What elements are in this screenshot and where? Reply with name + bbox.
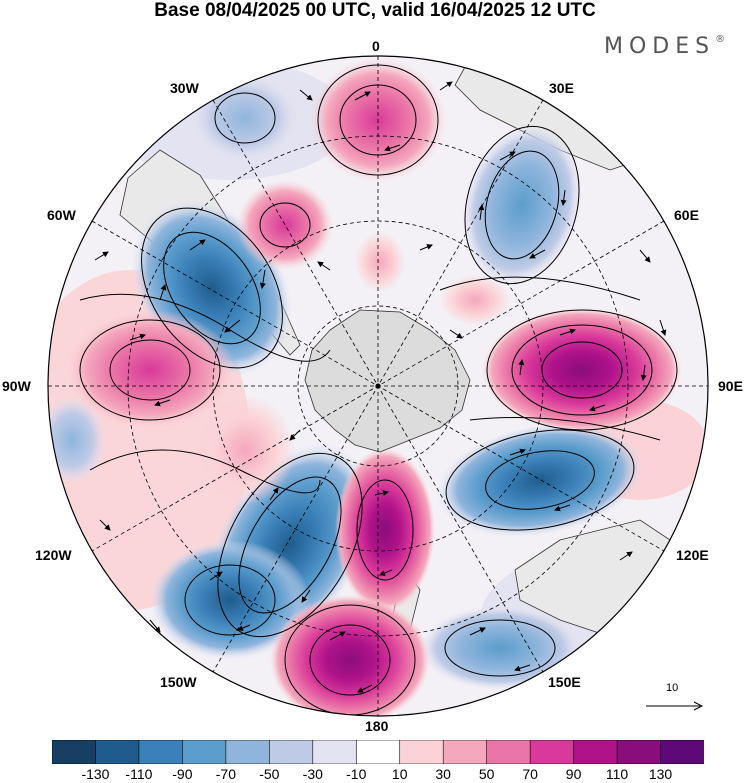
colorbar-tick-label: 50 — [478, 766, 495, 782]
colorbar-bin — [486, 740, 531, 764]
lon-label-150w: 150W — [160, 674, 197, 690]
colorbar-bin — [573, 740, 618, 764]
positive-anomaly — [65, 310, 235, 430]
lon-label-90e: 90E — [718, 378, 743, 394]
lon-label-150e: 150E — [548, 674, 581, 690]
colorbar-bin — [52, 740, 97, 764]
positive-anomaly — [335, 448, 435, 612]
lon-label-60e: 60E — [674, 207, 699, 223]
positive-anomaly — [355, 232, 405, 292]
south-pole-marker — [375, 383, 381, 389]
colorbar-bin — [529, 740, 575, 764]
colorbar-tick-label: 110 — [605, 766, 629, 782]
colorbar-bin — [225, 740, 271, 764]
polar-map — [47, 55, 709, 717]
antarctica-land — [304, 309, 471, 453]
colorbar-tick-label: 30 — [435, 766, 451, 782]
negative-anomaly — [150, 540, 310, 660]
colorbar-tick-label: -10 — [346, 766, 367, 782]
lon-label-90w: 90W — [2, 378, 31, 394]
colorbar-bin — [312, 740, 358, 764]
colorbar-tick-label: -110 — [125, 766, 153, 782]
lon-label-0: 0 — [372, 38, 380, 54]
lon-label-120w: 120W — [35, 547, 72, 563]
colorbar-tick-label: 90 — [565, 766, 582, 782]
colorbar-bin — [138, 740, 184, 764]
colorbar-tick-label: -90 — [172, 766, 193, 782]
colorbar-bin — [182, 740, 227, 764]
modes-logo: MODES® — [604, 34, 726, 59]
positive-anomaly — [237, 180, 333, 270]
negative-anomaly — [420, 606, 580, 690]
colorbar-bin — [399, 740, 445, 764]
lon-label-120e: 120E — [676, 547, 709, 563]
colorbar-tick-label: 130 — [648, 766, 673, 782]
vector-scale-label: 10 — [666, 682, 679, 694]
colorbar-tick-label: 70 — [522, 766, 538, 782]
colorbar-bin — [616, 740, 662, 764]
colorbar-tick-label: -130 — [81, 766, 110, 782]
colorbar-bin — [355, 740, 401, 764]
wind-vectors — [94, 81, 667, 693]
vector-scale-arrow — [646, 701, 704, 711]
lon-label-30e: 30E — [549, 80, 574, 96]
lon-label-180: 180 — [365, 718, 389, 734]
colorbar-bin — [95, 740, 140, 764]
colorbar — [52, 740, 704, 764]
colorbar-tick-label: 10 — [391, 766, 408, 782]
positive-anomaly — [195, 395, 295, 505]
colorbar-bin — [442, 740, 488, 764]
map-boundary — [47, 55, 709, 717]
positive-anomaly — [270, 595, 430, 716]
positive-anomaly — [440, 275, 510, 325]
map-title: Base 08/04/2025 00 UTC, valid 16/04/2025… — [154, 0, 596, 21]
colorbar-tick-label: -30 — [302, 766, 323, 782]
colorbar-bin — [269, 740, 314, 764]
colorbar-tick-label: -70 — [215, 766, 236, 782]
negative-anomaly — [436, 422, 644, 538]
colorbar-tick-label: -50 — [259, 766, 280, 782]
lon-label-30w: 30W — [170, 80, 199, 96]
map-disc-content — [48, 56, 708, 716]
lon-label-60w: 60W — [47, 207, 76, 223]
colorbar-bin — [660, 740, 704, 764]
negative-anomaly — [190, 73, 300, 163]
